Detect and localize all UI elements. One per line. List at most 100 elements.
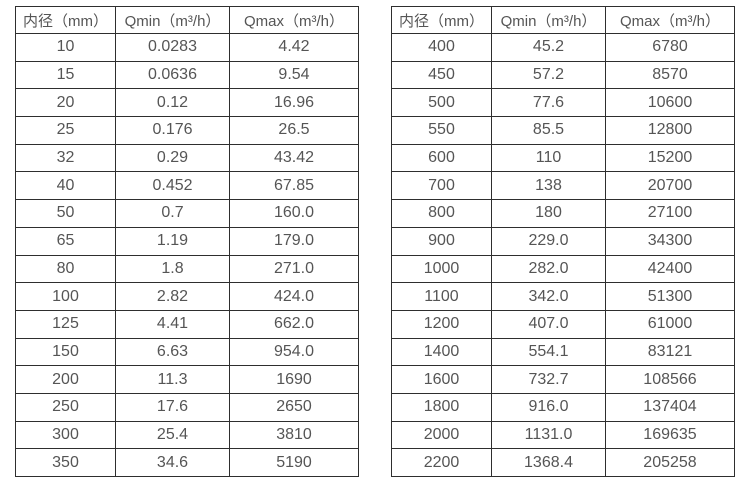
table-cell: 12800 [605, 116, 735, 145]
table-cell: 1600 [391, 365, 492, 394]
table-cell: 1000 [391, 254, 492, 284]
table-cell: 43.42 [229, 143, 359, 173]
table-row: 250 17.6 2650 [15, 392, 359, 422]
table-row: 50 0.7 160.0 [15, 199, 359, 228]
table-row: 450 57.2 8570 [391, 60, 735, 90]
table-body: 400 45.2 6780 450 57.2 8570 500 77.6 10600 550 85.… [391, 33, 735, 477]
table-cell: 83121 [605, 337, 735, 367]
table-row: 1600 732.7 108566 [391, 365, 735, 394]
table-cell: 110 [491, 143, 606, 173]
table-cell: 600 [391, 143, 492, 173]
table-cell: 26.5 [229, 116, 359, 145]
table-cell: 80 [15, 254, 116, 284]
table-cell: 180 [491, 199, 606, 228]
table-row: 800 180 27100 [391, 199, 735, 228]
table-cell: 25.4 [115, 420, 230, 450]
table-cell: 916.0 [491, 392, 606, 422]
table-cell: 1.19 [115, 226, 230, 256]
table-cell: 0.12 [115, 88, 230, 118]
table-cell: 450 [391, 60, 492, 90]
table-cell: 34.6 [115, 448, 230, 477]
table-cell: 85.5 [491, 116, 606, 145]
table-row: 500 77.6 10600 [391, 88, 735, 118]
table-cell: 2650 [229, 392, 359, 422]
table-cell: 1690 [229, 365, 359, 394]
table-cell: 20700 [605, 171, 735, 201]
table-cell: 2200 [391, 448, 492, 477]
table-cell: 9.54 [229, 60, 359, 90]
table-cell: 0.7 [115, 199, 230, 228]
table-cell: 424.0 [229, 282, 359, 311]
table-cell: 1100 [391, 282, 492, 311]
table-cell: 2.82 [115, 282, 230, 311]
header-cell: 内径（mm） [15, 6, 116, 34]
table-row: 25 0.176 26.5 [15, 116, 359, 145]
table-row: 400 45.2 6780 [391, 33, 735, 62]
table-row: 15 0.0636 9.54 [15, 60, 359, 90]
table-cell: 900 [391, 226, 492, 256]
table-row: 900 229.0 34300 [391, 226, 735, 256]
table-cell: 662.0 [229, 309, 359, 339]
table-cell: 400 [391, 33, 492, 62]
header-cell: 内径（mm） [391, 6, 492, 34]
table-row: 1200 407.0 61000 [391, 309, 735, 339]
table-cell: 5190 [229, 448, 359, 477]
table-row: 40 0.452 67.85 [15, 171, 359, 201]
table-cell: 25 [15, 116, 116, 145]
table-header-row: 内径（mm） Qmin（m³/h） Qmax（m³/h） [15, 6, 359, 34]
table-cell: 229.0 [491, 226, 606, 256]
table-cell: 350 [15, 448, 116, 477]
table-cell: 15200 [605, 143, 735, 173]
table-row: 600 110 15200 [391, 143, 735, 173]
table-cell: 4.42 [229, 33, 359, 62]
table-row: 1800 916.0 137404 [391, 392, 735, 422]
table-row: 10 0.0283 4.42 [15, 33, 359, 62]
table-cell: 45.2 [491, 33, 606, 62]
table-cell: 27100 [605, 199, 735, 228]
table-cell: 160.0 [229, 199, 359, 228]
table-row: 65 1.19 179.0 [15, 226, 359, 256]
flow-spec-table-large-diameters: 内径（mm） Qmin（m³/h） Qmax（m³/h） 400 45.2 6780 450… [391, 6, 735, 477]
table-header-row: 内径（mm） Qmin（m³/h） Qmax（m³/h） [391, 6, 735, 34]
table-cell: 50 [15, 199, 116, 228]
table-cell: 732.7 [491, 365, 606, 394]
table-row: 1400 554.1 83121 [391, 337, 735, 367]
table-row: 300 25.4 3810 [15, 420, 359, 450]
table-cell: 0.0283 [115, 33, 230, 62]
table-cell: 17.6 [115, 392, 230, 422]
table-cell: 8570 [605, 60, 735, 90]
table-cell: 20 [15, 88, 116, 118]
table-row: 550 85.5 12800 [391, 116, 735, 145]
table-cell: 100 [15, 282, 116, 311]
table-cell: 0.0636 [115, 60, 230, 90]
table-cell: 34300 [605, 226, 735, 256]
table-row: 200 11.3 1690 [15, 365, 359, 394]
table-cell: 65 [15, 226, 116, 256]
table-cell: 1131.0 [491, 420, 606, 450]
table-cell: 3810 [229, 420, 359, 450]
table-cell: 6.63 [115, 337, 230, 367]
table-cell: 300 [15, 420, 116, 450]
table-cell: 125 [15, 309, 116, 339]
table-cell: 108566 [605, 365, 735, 394]
table-cell: 250 [15, 392, 116, 422]
table-cell: 32 [15, 143, 116, 173]
table-cell: 10600 [605, 88, 735, 118]
table-cell: 138 [491, 171, 606, 201]
table-cell: 179.0 [229, 226, 359, 256]
table-cell: 0.29 [115, 143, 230, 173]
table-cell: 11.3 [115, 365, 230, 394]
table-row: 700 138 20700 [391, 171, 735, 201]
table-row: 1100 342.0 51300 [391, 282, 735, 311]
table-cell: 407.0 [491, 309, 606, 339]
flow-spec-table-small-diameters: 内径（mm） Qmin（m³/h） Qmax（m³/h） 10 0.0283 4.42 15… [15, 6, 359, 477]
table-cell: 1200 [391, 309, 492, 339]
table-cell: 42400 [605, 254, 735, 284]
table-row: 100 2.82 424.0 [15, 282, 359, 311]
table-cell: 150 [15, 337, 116, 367]
table-cell: 800 [391, 199, 492, 228]
header-cell: Qmin（m³/h） [491, 6, 606, 34]
header-cell: Qmax（m³/h） [229, 6, 359, 34]
table-cell: 61000 [605, 309, 735, 339]
